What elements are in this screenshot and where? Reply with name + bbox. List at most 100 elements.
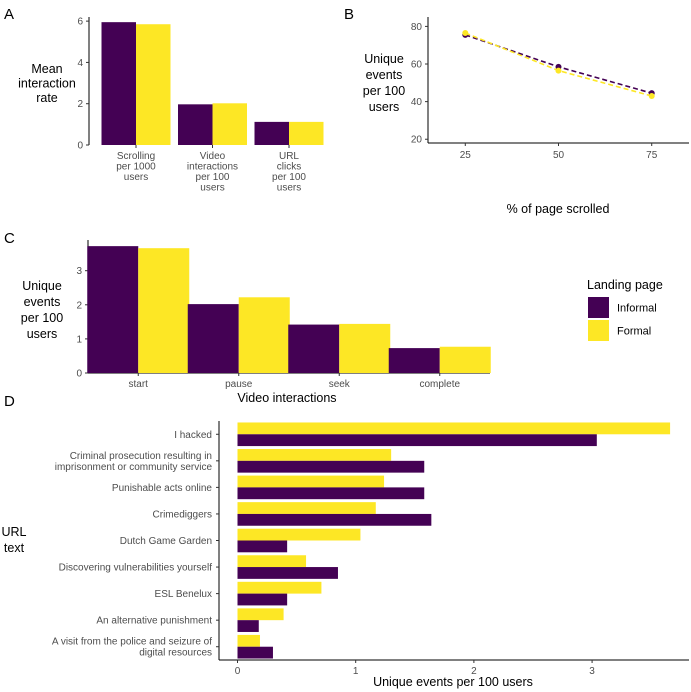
bar-formal <box>289 121 324 145</box>
y-tick-label: Punishable acts online <box>112 483 213 494</box>
bar-formal <box>136 24 171 145</box>
bar-formal <box>237 422 671 435</box>
bar-informal <box>237 567 338 579</box>
x-axis-title: Unique events per 100 users <box>373 675 533 689</box>
bar-formal <box>237 502 376 514</box>
x-tick-label: per 100 <box>196 172 230 183</box>
y-axis-title: per 100 <box>21 311 63 325</box>
x-tick-label: URL <box>279 151 299 162</box>
x-tick-label: 1 <box>353 666 359 677</box>
x-tick-label: seek <box>329 379 351 390</box>
y-tick-label: 6 <box>77 17 83 28</box>
bar-informal <box>388 348 440 373</box>
bar-informal <box>237 540 288 553</box>
x-axis-title: % of page scrolled <box>507 202 610 216</box>
bar-informal <box>87 246 139 373</box>
bar-informal <box>237 620 259 632</box>
bar-informal <box>237 487 425 500</box>
y-tick-label: Dutch Game Garden <box>120 536 212 547</box>
y-axis-title: text <box>4 541 25 555</box>
bar-formal <box>237 555 307 568</box>
bar-formal <box>237 581 322 594</box>
y-tick-label: 20 <box>411 135 423 146</box>
bar-informal <box>237 646 273 659</box>
y-tick-label: ESL Benelux <box>155 589 212 600</box>
y-tick-label: 4 <box>77 58 83 69</box>
y-axis-title: URL <box>1 525 26 539</box>
y-tick-label: Crimediggers <box>153 509 212 520</box>
y-tick-label: digital resources <box>139 648 212 659</box>
y-axis-title: events <box>366 68 403 82</box>
y-axis-title: Unique <box>22 279 62 293</box>
y-tick-label: A visit from the police and seizure of <box>52 637 212 648</box>
x-tick-label: start <box>129 379 149 390</box>
panel-tag-a: A <box>4 6 14 23</box>
y-axis-title: events <box>24 295 61 309</box>
bar-informal <box>101 22 136 145</box>
x-tick-label: 75 <box>646 150 658 161</box>
y-axis-title: Unique <box>364 52 404 66</box>
y-tick-label: I hacked <box>174 430 212 441</box>
y-tick-label: Discovering vulnerabilities yourself <box>59 563 213 574</box>
y-axis-title: per 100 <box>363 84 405 98</box>
x-tick-label: per 1000 <box>116 162 156 173</box>
y-axis-title: rate <box>36 91 58 105</box>
bar-formal <box>237 475 385 488</box>
bar-formal <box>339 323 391 373</box>
x-tick-label: users <box>124 172 148 183</box>
x-tick-label: Scrolling <box>117 151 155 162</box>
x-tick-label: users <box>277 183 301 194</box>
x-tick-label: complete <box>419 379 460 390</box>
bar-informal <box>237 593 288 606</box>
x-tick-label: 2 <box>471 666 477 677</box>
x-tick-label: interactions <box>187 162 238 173</box>
y-axis-title: users <box>369 100 400 114</box>
y-tick-label: 2 <box>77 99 83 110</box>
y-tick-label: Criminal prosecution resulting in <box>70 451 212 462</box>
x-axis-title: Video interactions <box>237 391 336 405</box>
point-formal <box>648 92 655 99</box>
bar-formal <box>237 528 361 541</box>
bar-formal <box>238 297 290 373</box>
x-tick-label: Video <box>200 151 226 162</box>
x-tick-label: pause <box>225 379 253 390</box>
point-formal <box>555 67 562 74</box>
x-tick-label: 3 <box>589 666 595 677</box>
panel-tag-b: B <box>344 6 354 23</box>
y-axis-title: Mean <box>31 62 62 76</box>
bar-formal <box>237 449 392 461</box>
x-tick-label: 0 <box>235 666 241 677</box>
y-tick-label: 60 <box>411 60 423 71</box>
y-tick-label: 80 <box>411 22 423 33</box>
bar-informal <box>237 460 425 473</box>
panel-tag-c: C <box>4 230 15 247</box>
y-tick-label: 0 <box>77 141 83 152</box>
y-tick-label: 3 <box>76 266 82 277</box>
bar-formal <box>212 103 247 145</box>
x-tick-label: 50 <box>553 150 565 161</box>
y-tick-label: 2 <box>76 300 82 311</box>
x-tick-label: clicks <box>277 162 301 173</box>
y-axis-title: users <box>27 327 58 341</box>
bar-formal <box>138 248 190 373</box>
legend-label: Informal <box>617 303 657 315</box>
y-tick-label: 0 <box>76 369 82 380</box>
bar-informal <box>288 324 340 373</box>
panel-tag-d: D <box>4 393 15 410</box>
y-tick-label: An alternative punishment <box>96 616 212 627</box>
bar-formal <box>439 346 491 373</box>
bar-informal <box>187 304 239 373</box>
y-tick-label: 40 <box>411 97 423 108</box>
legend-swatch-formal <box>588 320 609 341</box>
legend-label: Formal <box>617 326 651 338</box>
x-tick-label: per 100 <box>272 172 306 183</box>
y-tick-label: 1 <box>76 334 82 345</box>
bar-informal <box>178 104 213 145</box>
x-tick-label: 25 <box>460 150 472 161</box>
bar-informal <box>237 513 432 526</box>
bar-informal <box>254 121 289 145</box>
point-formal <box>462 29 469 36</box>
legend-swatch-informal <box>588 297 609 318</box>
bar-formal <box>237 608 284 621</box>
